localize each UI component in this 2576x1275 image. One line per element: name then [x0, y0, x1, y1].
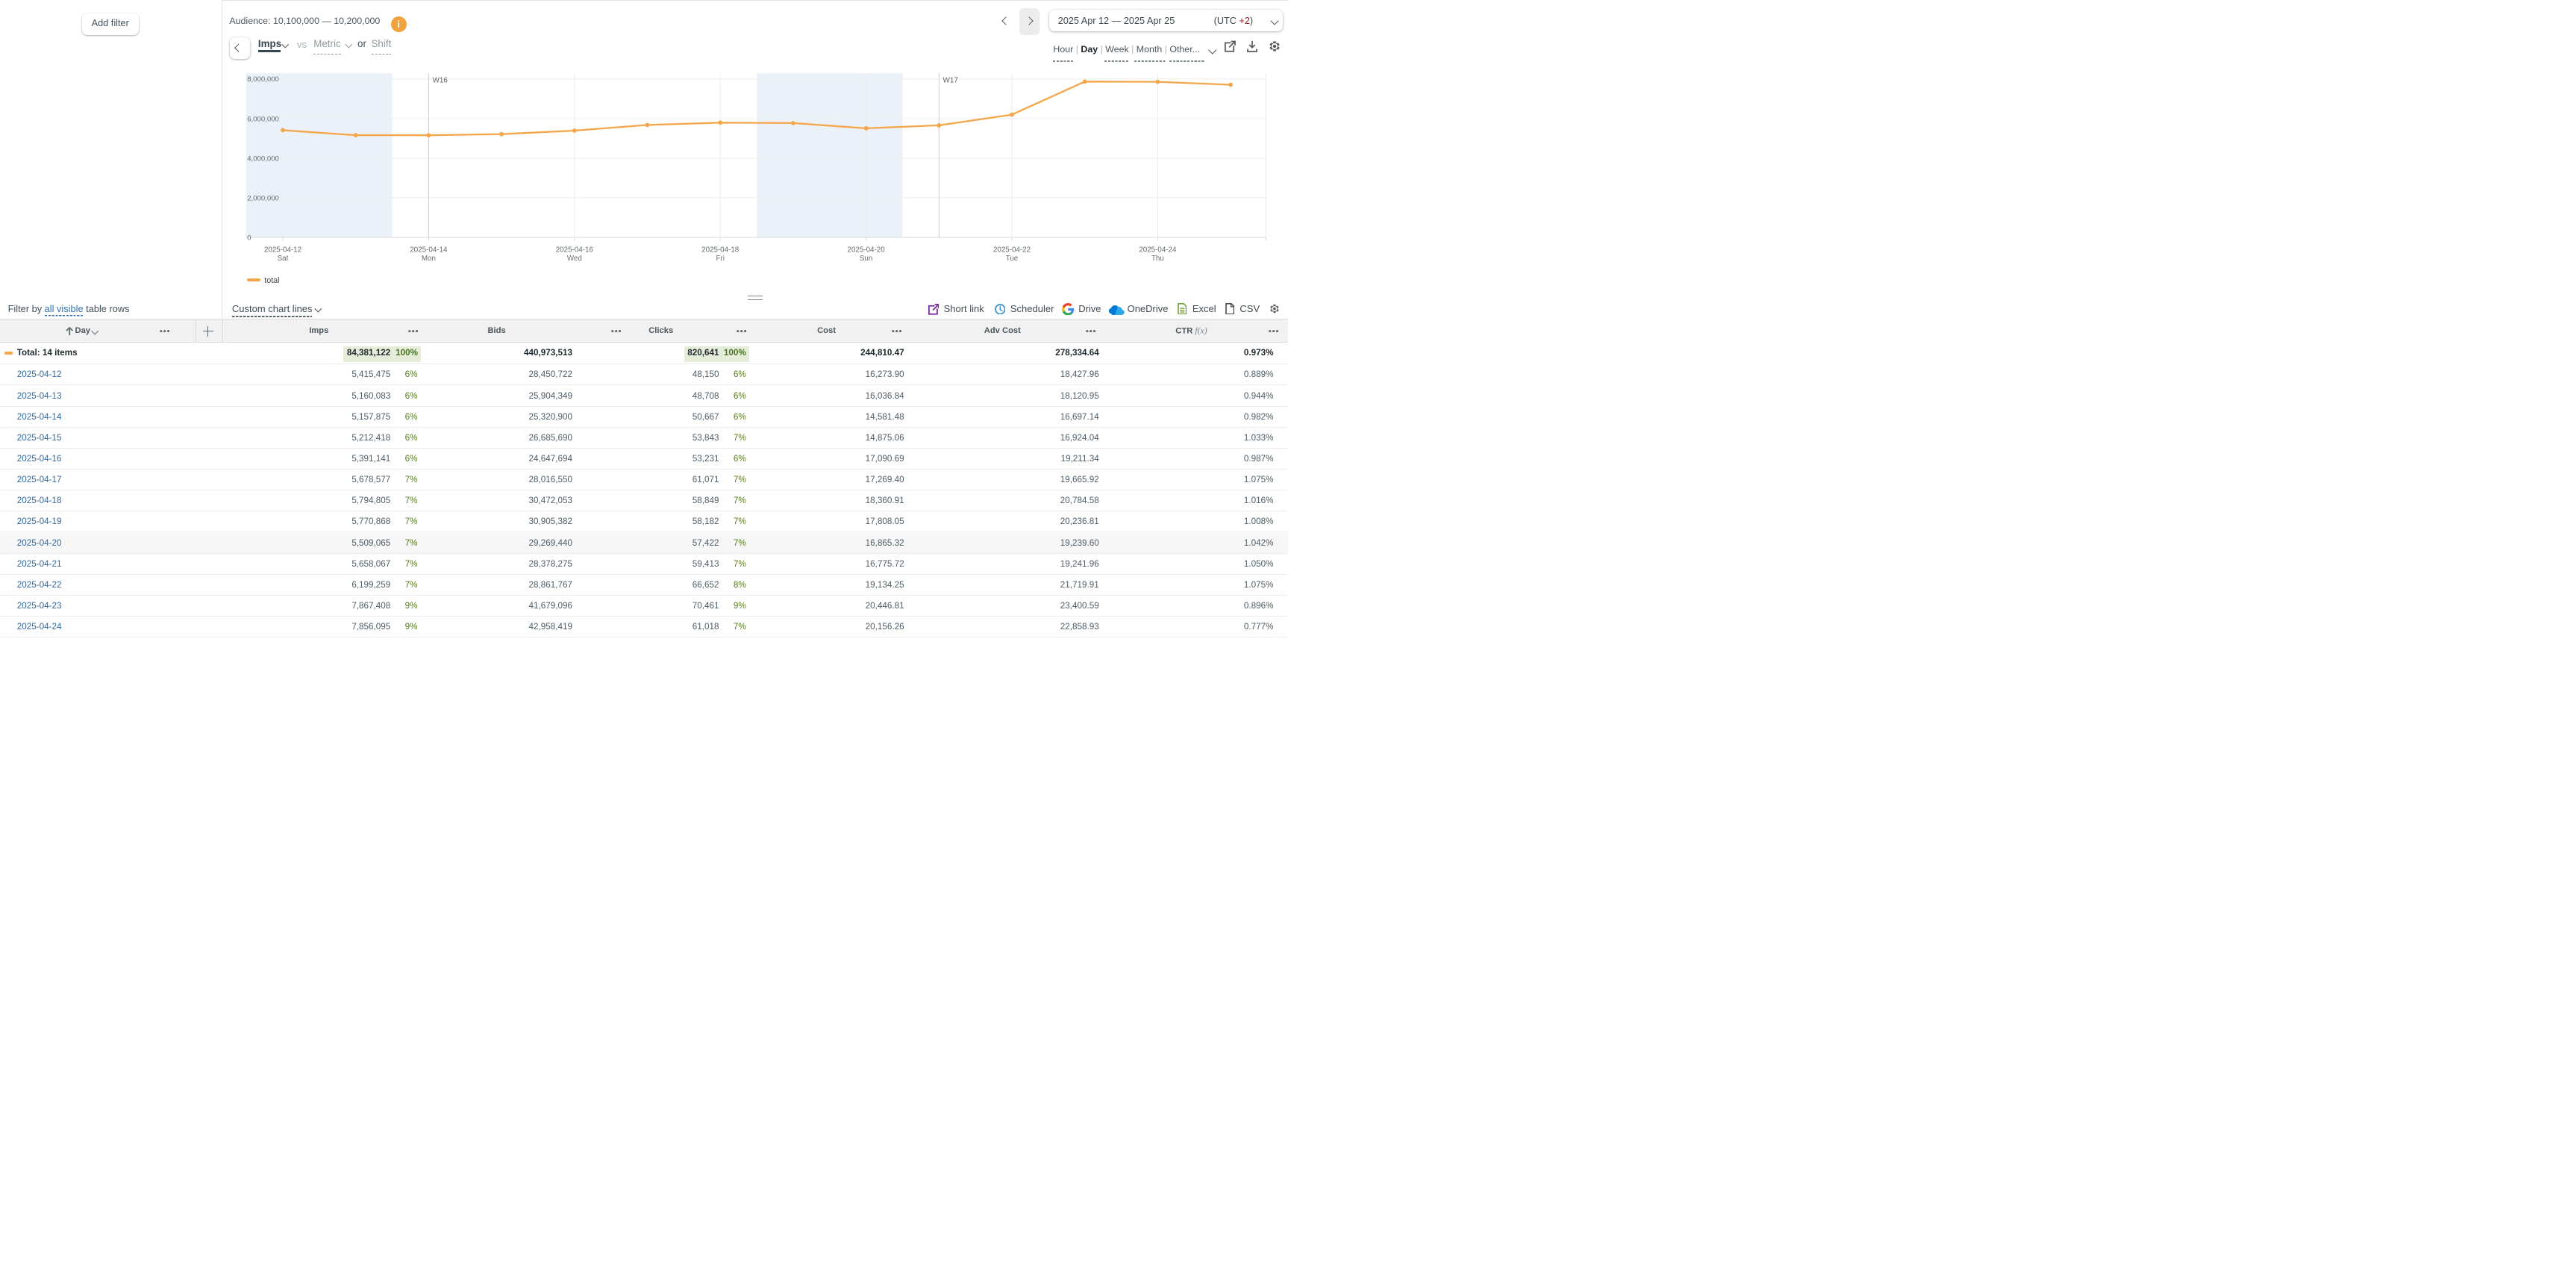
svg-text:2025-04-22: 2025-04-22: [993, 246, 1031, 254]
svg-text:Sun: Sun: [860, 255, 872, 263]
svg-text:Fri: Fri: [716, 255, 724, 263]
svg-text:Sat: Sat: [278, 255, 289, 263]
svg-text:W16: W16: [433, 76, 448, 84]
svg-text:Wed: Wed: [567, 255, 582, 263]
svg-text:2025-04-16: 2025-04-16: [556, 246, 594, 254]
svg-text:W17: W17: [943, 76, 958, 84]
svg-text:4,000,000: 4,000,000: [247, 155, 279, 163]
svg-text:Tue: Tue: [1006, 255, 1019, 263]
svg-text:2025-04-14: 2025-04-14: [410, 246, 448, 254]
svg-text:8,000,000: 8,000,000: [247, 75, 279, 84]
svg-text:2025-04-18: 2025-04-18: [701, 246, 740, 254]
svg-text:Mon: Mon: [422, 255, 436, 263]
svg-text:0: 0: [247, 234, 251, 242]
svg-text:2025-04-20: 2025-04-20: [848, 246, 886, 254]
svg-text:Thu: Thu: [1151, 255, 1164, 263]
svg-text:2,000,000: 2,000,000: [247, 194, 279, 202]
svg-text:6,000,000: 6,000,000: [247, 115, 279, 123]
svg-text:2025-04-24: 2025-04-24: [1139, 246, 1177, 254]
svg-text:2025-04-12: 2025-04-12: [264, 246, 301, 254]
